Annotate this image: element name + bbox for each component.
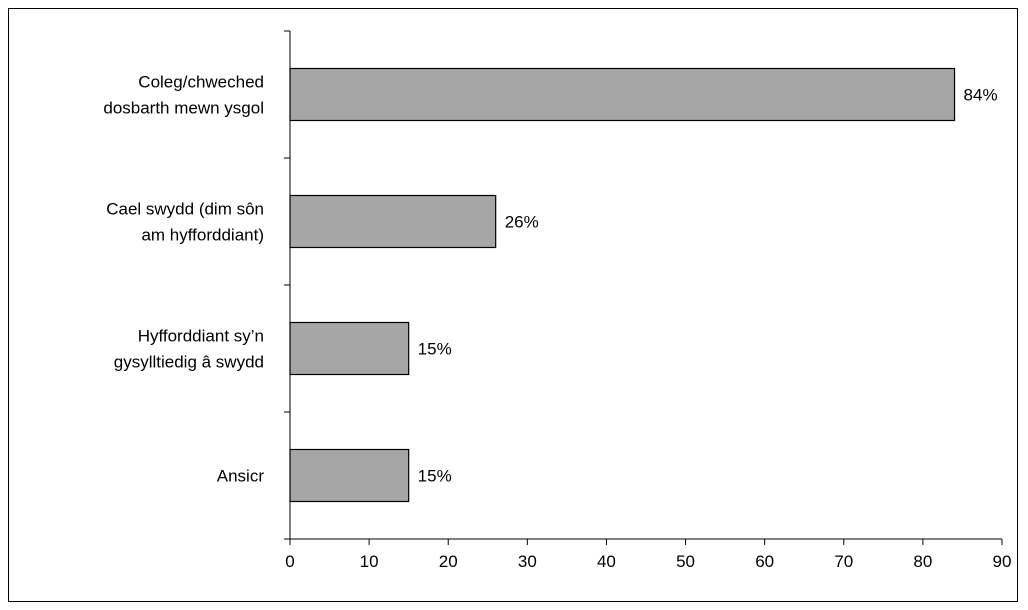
x-tick-label: 60 — [755, 552, 774, 571]
category-label: gysylltiedig â swydd — [114, 353, 264, 372]
category-label: Coleg/chweched — [138, 73, 264, 92]
data-label: 15% — [418, 467, 452, 486]
x-tick-label: 10 — [360, 552, 379, 571]
x-tick-label: 50 — [676, 552, 695, 571]
bar — [289, 321, 410, 376]
x-tick-label: 20 — [439, 552, 458, 571]
x-tick-label: 40 — [597, 552, 616, 571]
category-label: Cael swydd (dim sôn — [106, 200, 264, 219]
bar — [289, 194, 497, 249]
category-label: Hyfforddiant sy’n — [138, 327, 264, 346]
bar — [289, 67, 956, 122]
x-tick-label: 30 — [518, 552, 537, 571]
x-tick-label: 90 — [993, 552, 1012, 571]
bar-chart: 0 10 20 30 40 50 60 70 80 90 84% Coleg/chweched dosb… — [103, 30, 1012, 571]
chart-frame: 0 10 20 30 40 50 60 70 80 90 84% Coleg/chweched dosb… — [8, 8, 1018, 602]
bar — [289, 448, 410, 503]
data-label: 15% — [418, 340, 452, 359]
category-label: Ansicr — [217, 467, 265, 486]
x-tick-label: 0 — [285, 552, 294, 571]
data-label: 84% — [964, 86, 998, 105]
category-label: dosbarth mewn ysgol — [103, 99, 264, 118]
category-label: am hyfforddiant) — [141, 226, 264, 245]
data-label: 26% — [505, 213, 539, 232]
x-tick-label: 70 — [834, 552, 853, 571]
x-tick-label: 80 — [913, 552, 932, 571]
